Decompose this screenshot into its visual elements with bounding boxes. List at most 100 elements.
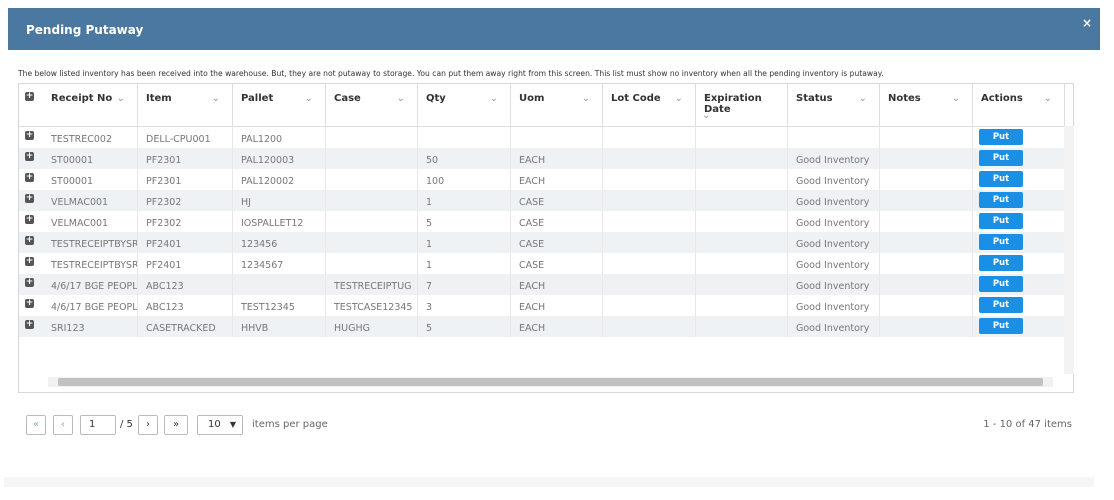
cell: Good Inventory — [788, 190, 880, 211]
cell: EACH — [511, 295, 603, 316]
cell: 3 — [418, 295, 511, 316]
cell: CASE — [511, 253, 603, 274]
expand-row[interactable]: + — [25, 214, 34, 224]
cell: 4/6/17 BGE PEOPLE — [43, 295, 138, 316]
expand-row[interactable]: + — [25, 151, 34, 161]
cell: PF2301 — [138, 148, 233, 169]
cell: ABC123 — [138, 295, 233, 316]
column-header[interactable]: Notes ⌄ — [880, 84, 973, 126]
page-size[interactable]: 10 ▼ — [197, 415, 243, 435]
expand-row[interactable]: + — [25, 172, 34, 182]
column-header[interactable]: Receipt No ⌄ — [43, 84, 138, 126]
cell: EACH — [511, 169, 603, 190]
cell: Good Inventory — [788, 274, 880, 295]
cell: EACH — [511, 274, 603, 295]
expand-row[interactable]: + — [25, 298, 34, 308]
put-away-button[interactable]: Put Away — [979, 318, 1023, 347]
modal-header: Pending Putaway × — [8, 8, 1100, 50]
h-scrollbar-thumb[interactable] — [58, 378, 1043, 386]
expand-row[interactable]: + — [25, 319, 34, 329]
put-away-button[interactable]: Put Away — [979, 171, 1023, 200]
cell — [326, 211, 418, 232]
cell: ABC123 — [138, 274, 233, 295]
cell: ST00001 — [43, 148, 138, 169]
v-scrollbar — [1064, 126, 1074, 374]
column-header[interactable]: Expiration Date ⌄ — [696, 84, 788, 126]
column-header[interactable]: Case ⌄ — [326, 84, 418, 126]
cell — [326, 190, 418, 211]
put-away-button[interactable]: Put Away — [979, 276, 1023, 305]
row — [19, 169, 1065, 190]
put-away-button[interactable]: Put Away — [979, 213, 1023, 242]
description: The below listed inventory has been rece… — [18, 69, 884, 78]
close-button[interactable]: × — [1081, 16, 1092, 30]
cell: PF2401 — [138, 232, 233, 253]
cell — [603, 295, 696, 316]
column-header[interactable]: Item ⌄ — [138, 84, 233, 126]
column-header[interactable]: Uom ⌄ — [511, 84, 603, 126]
expand-row[interactable]: + — [25, 256, 34, 266]
cell — [880, 169, 973, 190]
next-page[interactable]: › — [138, 415, 158, 435]
cell: PAL120003 — [233, 148, 326, 169]
sort-icon: ⌄ — [674, 93, 683, 104]
cell — [326, 127, 418, 148]
cell — [880, 211, 973, 232]
cell: HHVB — [233, 316, 326, 337]
sort-icon: ⌄ — [1043, 93, 1052, 104]
cell — [603, 253, 696, 274]
column-header[interactable]: Pallet ⌄ — [233, 84, 326, 126]
cell: CASETRACKED — [138, 316, 233, 337]
expand-row[interactable]: + — [25, 235, 34, 245]
cell: CASE — [511, 211, 603, 232]
cell — [603, 232, 696, 253]
row — [19, 148, 1065, 169]
page-input[interactable]: 1 — [80, 415, 116, 435]
cell — [418, 127, 511, 148]
cell — [696, 148, 788, 169]
cell — [696, 295, 788, 316]
expand-row[interactable]: + — [25, 277, 34, 287]
cell: 50 — [418, 148, 511, 169]
prev-page[interactable]: ‹ — [53, 415, 73, 435]
expand-row[interactable]: + — [25, 193, 34, 203]
sort-icon: ⌄ — [304, 93, 313, 104]
put-away-button[interactable]: Put Away — [979, 150, 1023, 179]
cell: 123456 — [233, 232, 326, 253]
expand-all[interactable]: + — [25, 91, 34, 101]
cell — [603, 169, 696, 190]
cell: 1 — [418, 190, 511, 211]
column-header[interactable]: Status ⌄ — [788, 84, 880, 126]
cell: Good Inventory — [788, 169, 880, 190]
sort-icon: ⌄ — [489, 93, 498, 104]
row — [19, 232, 1065, 253]
cell — [788, 127, 880, 148]
column-header[interactable]: Lot Code ⌄ — [603, 84, 696, 126]
sort-icon: ⌄ — [951, 93, 960, 104]
put-away-button[interactable]: Put Away — [979, 297, 1023, 326]
cell — [880, 316, 973, 337]
cell: 100 — [418, 169, 511, 190]
cell: TEST12345 — [233, 295, 326, 316]
put-away-button[interactable]: Put Away — [979, 129, 1023, 158]
cell: PAL120002 — [233, 169, 326, 190]
put-away-button[interactable]: Put Away — [979, 192, 1023, 221]
cell: TESTRECEIPTBYSRI — [43, 253, 138, 274]
column-header[interactable]: Actions ⌄ — [973, 84, 1065, 126]
cell: TESTRECEIPTBYSRI — [43, 232, 138, 253]
cell — [696, 274, 788, 295]
put-away-button[interactable]: Put Away — [979, 234, 1023, 263]
cell: CASE — [511, 232, 603, 253]
cell — [603, 148, 696, 169]
cell: CASE — [511, 190, 603, 211]
cell — [880, 148, 973, 169]
first-page[interactable]: « — [26, 415, 46, 435]
put-away-button[interactable]: Put Away — [979, 255, 1023, 284]
dropdown-arrow: ▼ — [229, 420, 236, 429]
cell — [696, 127, 788, 148]
cell: VELMAC001 — [43, 190, 138, 211]
last-page[interactable]: » — [164, 415, 188, 435]
column-header[interactable]: Qty ⌄ — [418, 84, 511, 126]
expand-row[interactable]: + — [25, 130, 34, 140]
